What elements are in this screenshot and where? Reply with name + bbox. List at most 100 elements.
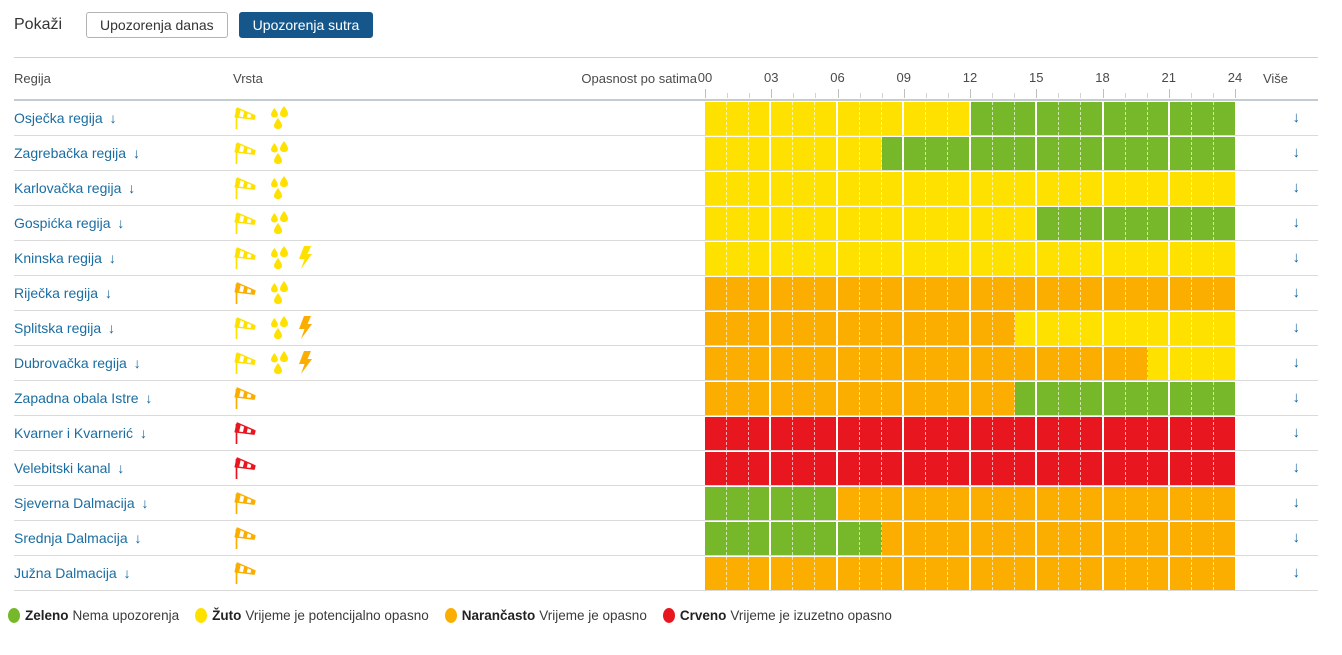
region-link[interactable]: Splitska regija ↓ [14, 320, 116, 336]
hour-cell [793, 241, 816, 275]
hour-cell [1125, 206, 1148, 240]
more-arrow-icon[interactable]: ↓ [1292, 494, 1301, 511]
region-down-arrow-icon: ↓ [134, 530, 142, 546]
hour-cell [1170, 171, 1193, 205]
hour-cell [970, 101, 993, 135]
hour-cell [771, 171, 794, 205]
hourly-danger-bar [705, 486, 1235, 520]
hour-cell [726, 556, 749, 590]
hour-cell [837, 416, 860, 450]
region-link[interactable]: Kvarner i Kvarnerić ↓ [14, 425, 147, 441]
hour-cell [948, 521, 971, 555]
region-down-arrow-icon: ↓ [139, 425, 147, 441]
hour-cell [881, 241, 905, 275]
hour-cell [1170, 276, 1193, 310]
hour-cell [1192, 486, 1215, 520]
hour-cell [1125, 346, 1148, 380]
hour-cell [748, 346, 772, 380]
region-cell: Zapadna obala Istre ↓ [14, 390, 233, 406]
hour-cell [726, 521, 749, 555]
hour-cell [970, 206, 993, 240]
region-link[interactable]: Južna Dalmacija ↓ [14, 565, 131, 581]
hour-cell [771, 521, 794, 555]
more-cell: ↓ [1235, 459, 1318, 477]
hour-cell [1147, 311, 1171, 345]
more-arrow-icon[interactable]: ↓ [1292, 389, 1301, 406]
region-link[interactable]: Zagrebačka regija ↓ [14, 145, 140, 161]
more-arrow-icon[interactable]: ↓ [1292, 284, 1301, 301]
table-header: Regija Vrsta Opasnost po satima 00 03 06 09… [14, 57, 1318, 86]
hour-cell [1170, 101, 1193, 135]
hour-cell [837, 136, 860, 170]
more-arrow-icon[interactable]: ↓ [1292, 354, 1301, 371]
hour-cell [1147, 521, 1171, 555]
region-cell: Karlovačka regija ↓ [14, 180, 233, 196]
hour-cell [881, 136, 905, 170]
more-arrow-icon[interactable]: ↓ [1292, 459, 1301, 476]
hour-cell [793, 486, 816, 520]
hour-cell [881, 206, 905, 240]
hour-cell [1037, 206, 1060, 240]
hour-cell [815, 486, 838, 520]
hour-cell [904, 206, 927, 240]
hour-cell [904, 521, 927, 555]
region-down-arrow-icon: ↓ [108, 320, 116, 336]
hour-cell [926, 521, 949, 555]
type-column-header: Vrsta Opasnost po satima [233, 71, 705, 86]
show-label: Pokaži [14, 16, 63, 33]
hour-cell [970, 556, 993, 590]
region-cell: Osječka regija ↓ [14, 110, 233, 126]
region-cell: Gospićka regija ↓ [14, 215, 233, 231]
region-cell: Sjeverna Dalmacija ↓ [14, 495, 233, 511]
warning-type-icons [233, 316, 705, 341]
hour-cell [1125, 451, 1148, 485]
region-link[interactable]: Dubrovačka regija ↓ [14, 355, 141, 371]
hour-cell [1037, 486, 1060, 520]
hour-cell [793, 136, 816, 170]
hour-tick [771, 89, 773, 98]
more-arrow-icon[interactable]: ↓ [1292, 109, 1301, 126]
more-arrow-icon[interactable]: ↓ [1292, 424, 1301, 441]
hour-cell [1059, 136, 1082, 170]
warnings-tomorrow-button[interactable]: Upozorenja sutra [238, 12, 374, 38]
hour-cell [1147, 556, 1171, 590]
warning-type-icons [233, 491, 705, 516]
region-link[interactable]: Velebitski kanal ↓ [14, 460, 125, 476]
hour-cell [837, 381, 860, 415]
more-cell: ↓ [1235, 424, 1318, 442]
more-arrow-icon[interactable]: ↓ [1292, 144, 1301, 161]
hourly-danger-bar [705, 521, 1235, 555]
more-arrow-icon[interactable]: ↓ [1292, 214, 1301, 231]
region-link[interactable]: Karlovačka regija ↓ [14, 180, 136, 196]
hour-cell [1125, 241, 1148, 275]
hour-cell [1214, 171, 1235, 205]
hour-cell [1147, 486, 1171, 520]
hour-cell [881, 101, 905, 135]
more-arrow-icon[interactable]: ↓ [1292, 249, 1301, 266]
hour-tick [749, 93, 751, 98]
hour-cell [1014, 486, 1038, 520]
region-link[interactable]: Osječka regija ↓ [14, 110, 117, 126]
region-link[interactable]: Sjeverna Dalmacija ↓ [14, 495, 149, 511]
hour-cell [1081, 556, 1104, 590]
warnings-today-button[interactable]: Upozorenja danas [86, 12, 228, 38]
region-link[interactable]: Gospićka regija ↓ [14, 215, 125, 231]
hour-cell [948, 171, 971, 205]
region-link[interactable]: Zapadna obala Istre ↓ [14, 390, 153, 406]
hour-cell [1037, 101, 1060, 135]
region-link[interactable]: Riječka regija ↓ [14, 285, 112, 301]
hour-cell [948, 556, 971, 590]
hour-cell [1059, 241, 1082, 275]
region-link[interactable]: Kninska regija ↓ [14, 250, 116, 266]
more-arrow-icon[interactable]: ↓ [1292, 529, 1301, 546]
region-link[interactable]: Srednja Dalmacija ↓ [14, 530, 142, 546]
hour-tick [1190, 93, 1192, 98]
hour-cell [859, 276, 882, 310]
more-arrow-icon[interactable]: ↓ [1292, 179, 1301, 196]
hour-cell [748, 101, 772, 135]
hour-cell [815, 346, 838, 380]
hour-cell [904, 486, 927, 520]
more-arrow-icon[interactable]: ↓ [1292, 319, 1301, 336]
hour-cell [1103, 136, 1126, 170]
more-arrow-icon[interactable]: ↓ [1292, 564, 1301, 581]
